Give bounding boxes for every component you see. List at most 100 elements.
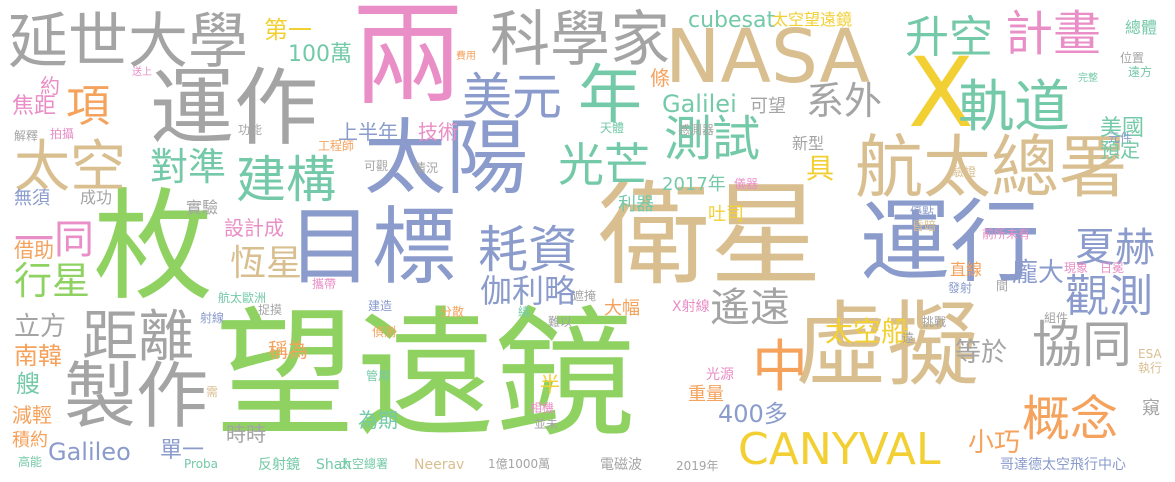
word-fashe: 發射 — [948, 281, 973, 295]
word-galileo: Galileo — [48, 438, 131, 466]
word-hunan: 昏暗 — [912, 219, 937, 233]
word-zhizuo: 製作 — [64, 354, 209, 438]
word-dianciboo: 電磁波 — [600, 457, 642, 473]
word-lifang: 立方 — [14, 312, 67, 342]
word-zujian: 組件 — [1044, 311, 1069, 325]
word-guance: 觀測 — [1065, 271, 1153, 322]
word-tiaozhan: 挑戰 — [922, 315, 947, 329]
word-guanyong: 管用 — [366, 369, 391, 383]
word-taiyang: 太陽 — [364, 111, 529, 206]
word-yunxing: 運行 — [860, 190, 1040, 295]
word-sou: 艘 — [16, 370, 40, 398]
word-dafu: 大幅 — [604, 298, 640, 319]
word-proba: Proba — [184, 457, 219, 471]
word-chengwei: 稱為 — [268, 338, 308, 362]
word-jiezhu: 借助 — [14, 238, 54, 262]
word-nian: 年 — [578, 59, 642, 133]
word-haozi: 耗資 — [478, 221, 578, 279]
word-zhixian: 直線 — [950, 260, 983, 279]
word-wanzheng: 完整 — [1078, 73, 1098, 84]
word-taikongchuan: 太空船 — [825, 315, 910, 348]
word-xiang: 項 — [66, 81, 110, 132]
word-esa: ESA — [1138, 347, 1162, 361]
word-pangda: 龐大 — [1012, 258, 1065, 288]
word-kewang: 可望 — [750, 96, 786, 117]
word-bingwei: 並未 — [534, 417, 559, 431]
word-gaoneng: 高能 — [18, 455, 43, 469]
word-weixing: 衛星 — [598, 171, 822, 301]
word-shejicheng: 設計成 — [224, 216, 284, 240]
word-liqi: 利器 — [618, 194, 654, 215]
word-chenggong: 成功 — [80, 188, 113, 207]
word-paishe: 拍攝 — [50, 127, 75, 141]
word-rimian: 日冕 — [1100, 261, 1125, 275]
word-xianxiang: 現象 — [1064, 261, 1089, 275]
word-gedadetaikong: 哥達德太空飛行中心 — [1000, 457, 1126, 473]
word-shah: Shah — [316, 457, 352, 473]
word-meiguo: 美國 — [1100, 116, 1145, 141]
word-ban: 半 — [540, 372, 560, 396]
word-neerav: Neerav — [414, 457, 465, 473]
word-xuni: 虛擬 — [795, 292, 980, 399]
word-kui: 窺 — [1142, 398, 1160, 419]
word-keguan: 可觀 — [364, 159, 389, 173]
word-kexuejia: 科學家 — [490, 5, 670, 75]
word-x: X — [908, 37, 974, 149]
word-zongti: 總體 — [1125, 18, 1158, 37]
word-taikongwangyuanjing: 太空望遠鏡 — [772, 10, 853, 29]
word-nasa: NASA — [665, 14, 870, 100]
word-zhence: 偵測 — [372, 325, 397, 339]
word-jishu: 技術 — [418, 120, 458, 144]
word-shiyan: 實驗 — [186, 198, 219, 217]
word-xiangji: 相機 — [530, 401, 555, 415]
word-xiwai: 系外 — [806, 79, 883, 123]
word-zhixing: 執行 — [1138, 361, 1163, 375]
word-jihua: 計畫 — [1005, 6, 1102, 62]
word-juli: 距離 — [82, 305, 194, 370]
word-2019nian: 2019年 — [676, 459, 719, 473]
word-taikong: 太空 — [14, 135, 126, 200]
word-ganceqi: 感測器 — [678, 123, 715, 137]
word-cubesat: cubesat — [688, 8, 776, 33]
word-jiangou: 建構 — [236, 151, 336, 209]
word-xshexian: X射線 — [672, 299, 710, 315]
word-xiahe: 夏赫 — [1075, 225, 1155, 271]
word-feiyong: 費用 — [456, 51, 476, 62]
word-yuanjian: 元件 — [1108, 131, 1133, 145]
word-gongchengshi: 工程師 — [318, 139, 355, 153]
word-xiaoqiao: 小巧 — [968, 428, 1021, 458]
word-tianti: 天體 — [600, 121, 625, 135]
word-taikongzongshu: 太空總署 — [340, 457, 389, 471]
word-yuanfang: 遠方 — [1128, 65, 1153, 79]
word-shishi: 時時 — [226, 422, 266, 446]
word-jiaoju: 焦距 — [12, 94, 57, 119]
word-diyi: 第一 — [264, 16, 312, 44]
word-danyi: 單一 — [160, 438, 205, 463]
word-gongneng: 功能 — [238, 123, 263, 137]
word-mubiao: 目標 — [288, 198, 457, 296]
word-yitong: 一同 — [14, 217, 94, 263]
word-qingkuang: 情況 — [414, 161, 439, 175]
word-tiao: 條 — [650, 66, 670, 90]
word-meiyuan: 美元 — [462, 68, 562, 126]
word-youdian: 優點 — [910, 205, 935, 219]
word-weizhi: 位置 — [1120, 51, 1145, 65]
word-fansheging: 反射鏡 — [258, 457, 300, 473]
word-mei: 枚 — [93, 178, 213, 317]
word-zhuomo: 捉摸 — [258, 303, 283, 317]
word-jianqing: 減輕 — [12, 403, 52, 427]
word-1yi1000wan: 1億1000萬 — [488, 457, 551, 471]
word-fensan: 分散 — [440, 305, 465, 319]
word-rao: 繞 — [518, 305, 531, 319]
word-duizhun: 對準 — [150, 145, 227, 189]
word-tusi: 吐司 — [708, 204, 744, 225]
word-zhong: 中 — [752, 335, 808, 400]
word-xietong: 協同 — [1032, 316, 1132, 374]
word-gainian: 概念 — [1022, 391, 1119, 447]
word-qiansuoweiyou: 前所未有 — [982, 227, 1031, 241]
word-ceshi: 測試 — [664, 111, 761, 167]
word-yanshidaxue: 延世大學 — [8, 7, 248, 77]
word-yanzheng: 驗證 — [952, 165, 977, 179]
word-wangyuanjing: 望遠鏡 — [215, 294, 636, 457]
